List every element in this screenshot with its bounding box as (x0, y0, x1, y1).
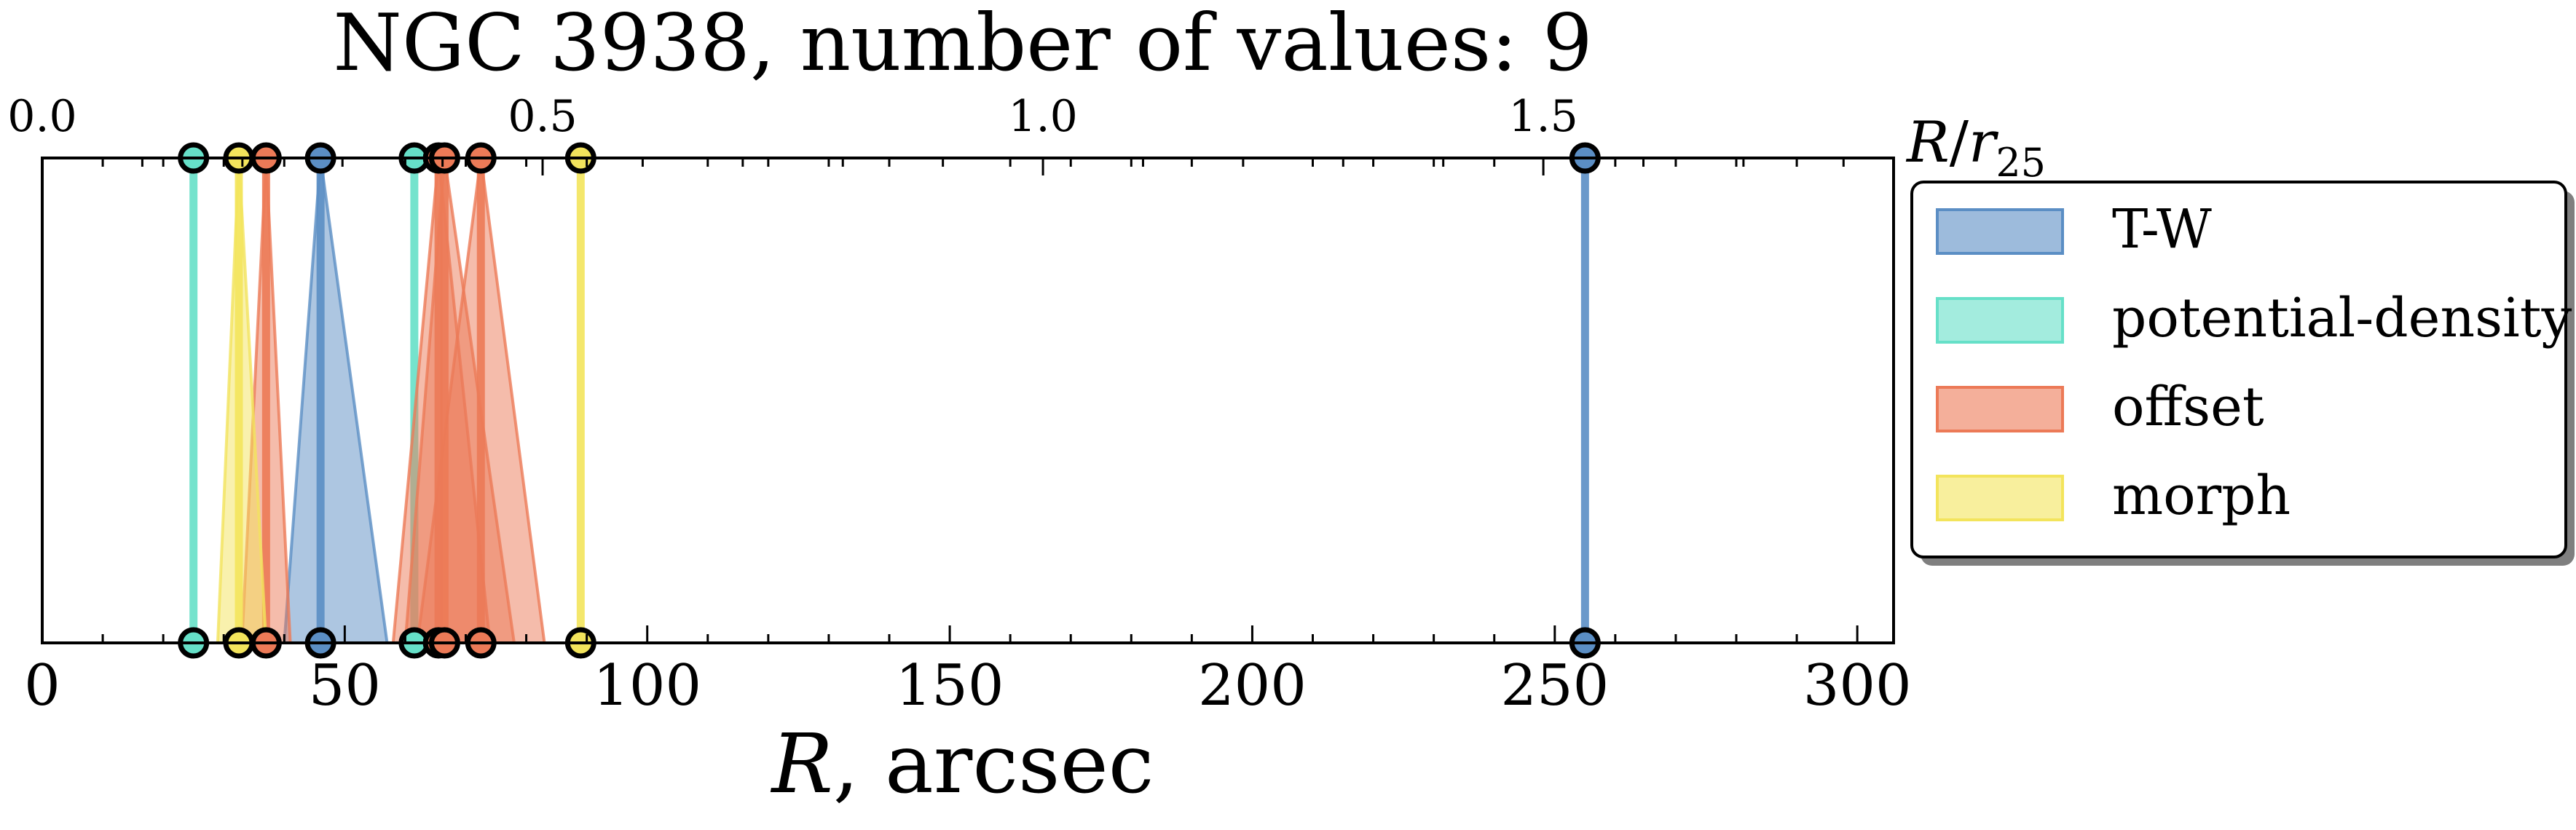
x-top-tick-label: 1.5 (1508, 91, 1577, 142)
chart-marks (178, 142, 1601, 659)
legend-label: offset (2112, 376, 2264, 438)
x-tick-label: 50 (309, 653, 381, 719)
x-top-tick-label: 1.0 (1008, 91, 1077, 142)
legend: T-W potential-density offset morph (1910, 181, 2575, 566)
chart-title: NGC 3938, number of values: 9 (333, 0, 1592, 89)
x-axis-top-label: R/r25 (1905, 110, 2046, 186)
x-tick-label: 100 (593, 653, 701, 719)
legend-label: potential-density (2112, 287, 2572, 349)
legend-swatch (1936, 475, 2064, 521)
legend-label: morph (2112, 465, 2291, 527)
x-tick-label: 300 (1803, 653, 1912, 719)
legend-label: T-W (2112, 198, 2212, 261)
x-tick-label: 250 (1500, 653, 1609, 719)
plot-frame (41, 157, 1895, 644)
legend-swatch (1936, 208, 2064, 255)
x-top-tick-label: 0.0 (7, 91, 76, 142)
legend-box (1910, 181, 2567, 558)
x-tick-label: 150 (896, 653, 1004, 719)
x-tick-label: 0 (24, 653, 60, 719)
x-top-tick-label: 0.5 (508, 91, 577, 142)
x-tick-label: 200 (1198, 653, 1307, 719)
legend-swatch (1936, 386, 2064, 432)
x-axis-label: R, arcsec (770, 717, 1154, 812)
axis-ticks: 0 50 100 150 200 250 300 0.0 0.5 1.0 1.5 (7, 91, 1911, 719)
legend-swatch (1936, 297, 2064, 344)
